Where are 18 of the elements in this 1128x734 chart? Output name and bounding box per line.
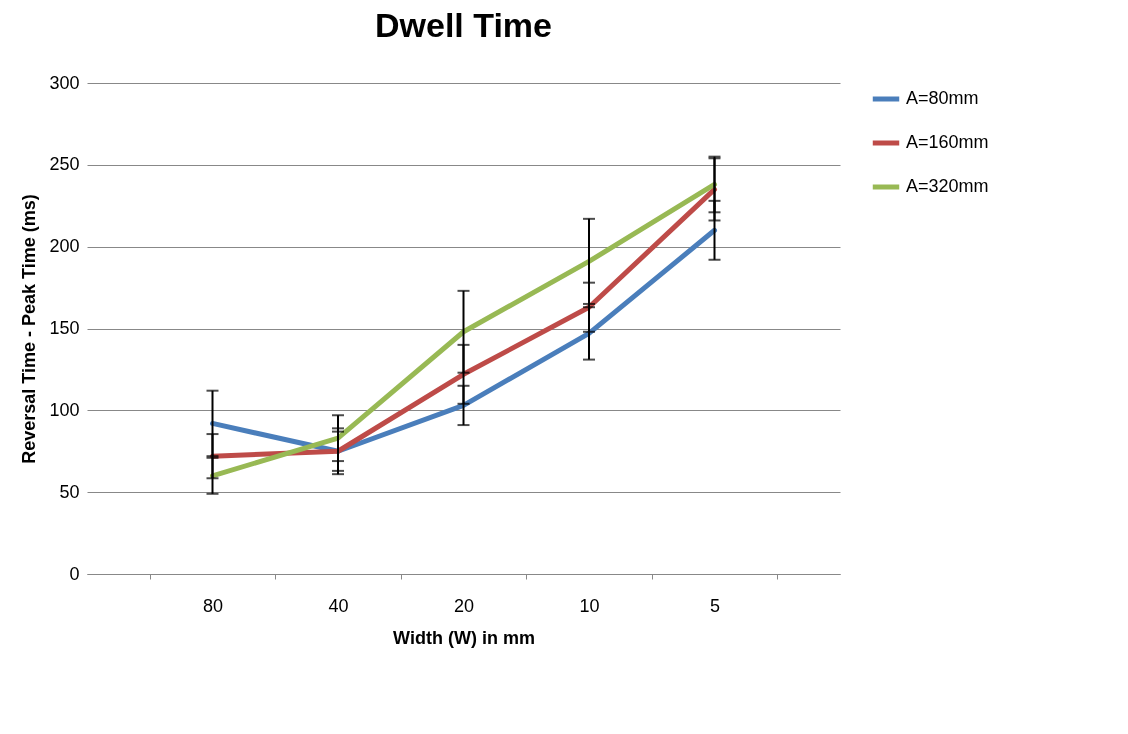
x-tick-label: 80 <box>202 595 224 616</box>
y-tick-label: 150 <box>49 318 80 338</box>
y-tick-label: 50 <box>59 481 80 502</box>
y-tick-label: 0 <box>69 563 80 584</box>
legend-label: A=160mm <box>906 132 989 152</box>
x-axis-title: Width (W) in mm <box>393 627 535 648</box>
y-tick-label: 200 <box>49 236 80 257</box>
legend-label: A=80mm <box>906 88 979 108</box>
legend-label: A=320mm <box>906 176 989 196</box>
y-tick-label: 250 <box>49 154 80 175</box>
y-tick-label: 300 <box>49 72 80 93</box>
x-tick-label: 40 <box>328 595 349 616</box>
x-tick-label: 10 <box>579 595 600 616</box>
x-tick-label: 5 <box>709 595 721 616</box>
y-tick-label: 100 <box>49 399 80 420</box>
y-axis-title: Reversal Time - Peak Time (ms) <box>19 194 40 464</box>
x-tick-label: 20 <box>453 595 475 616</box>
chart-title: Dwell Time <box>375 6 552 44</box>
